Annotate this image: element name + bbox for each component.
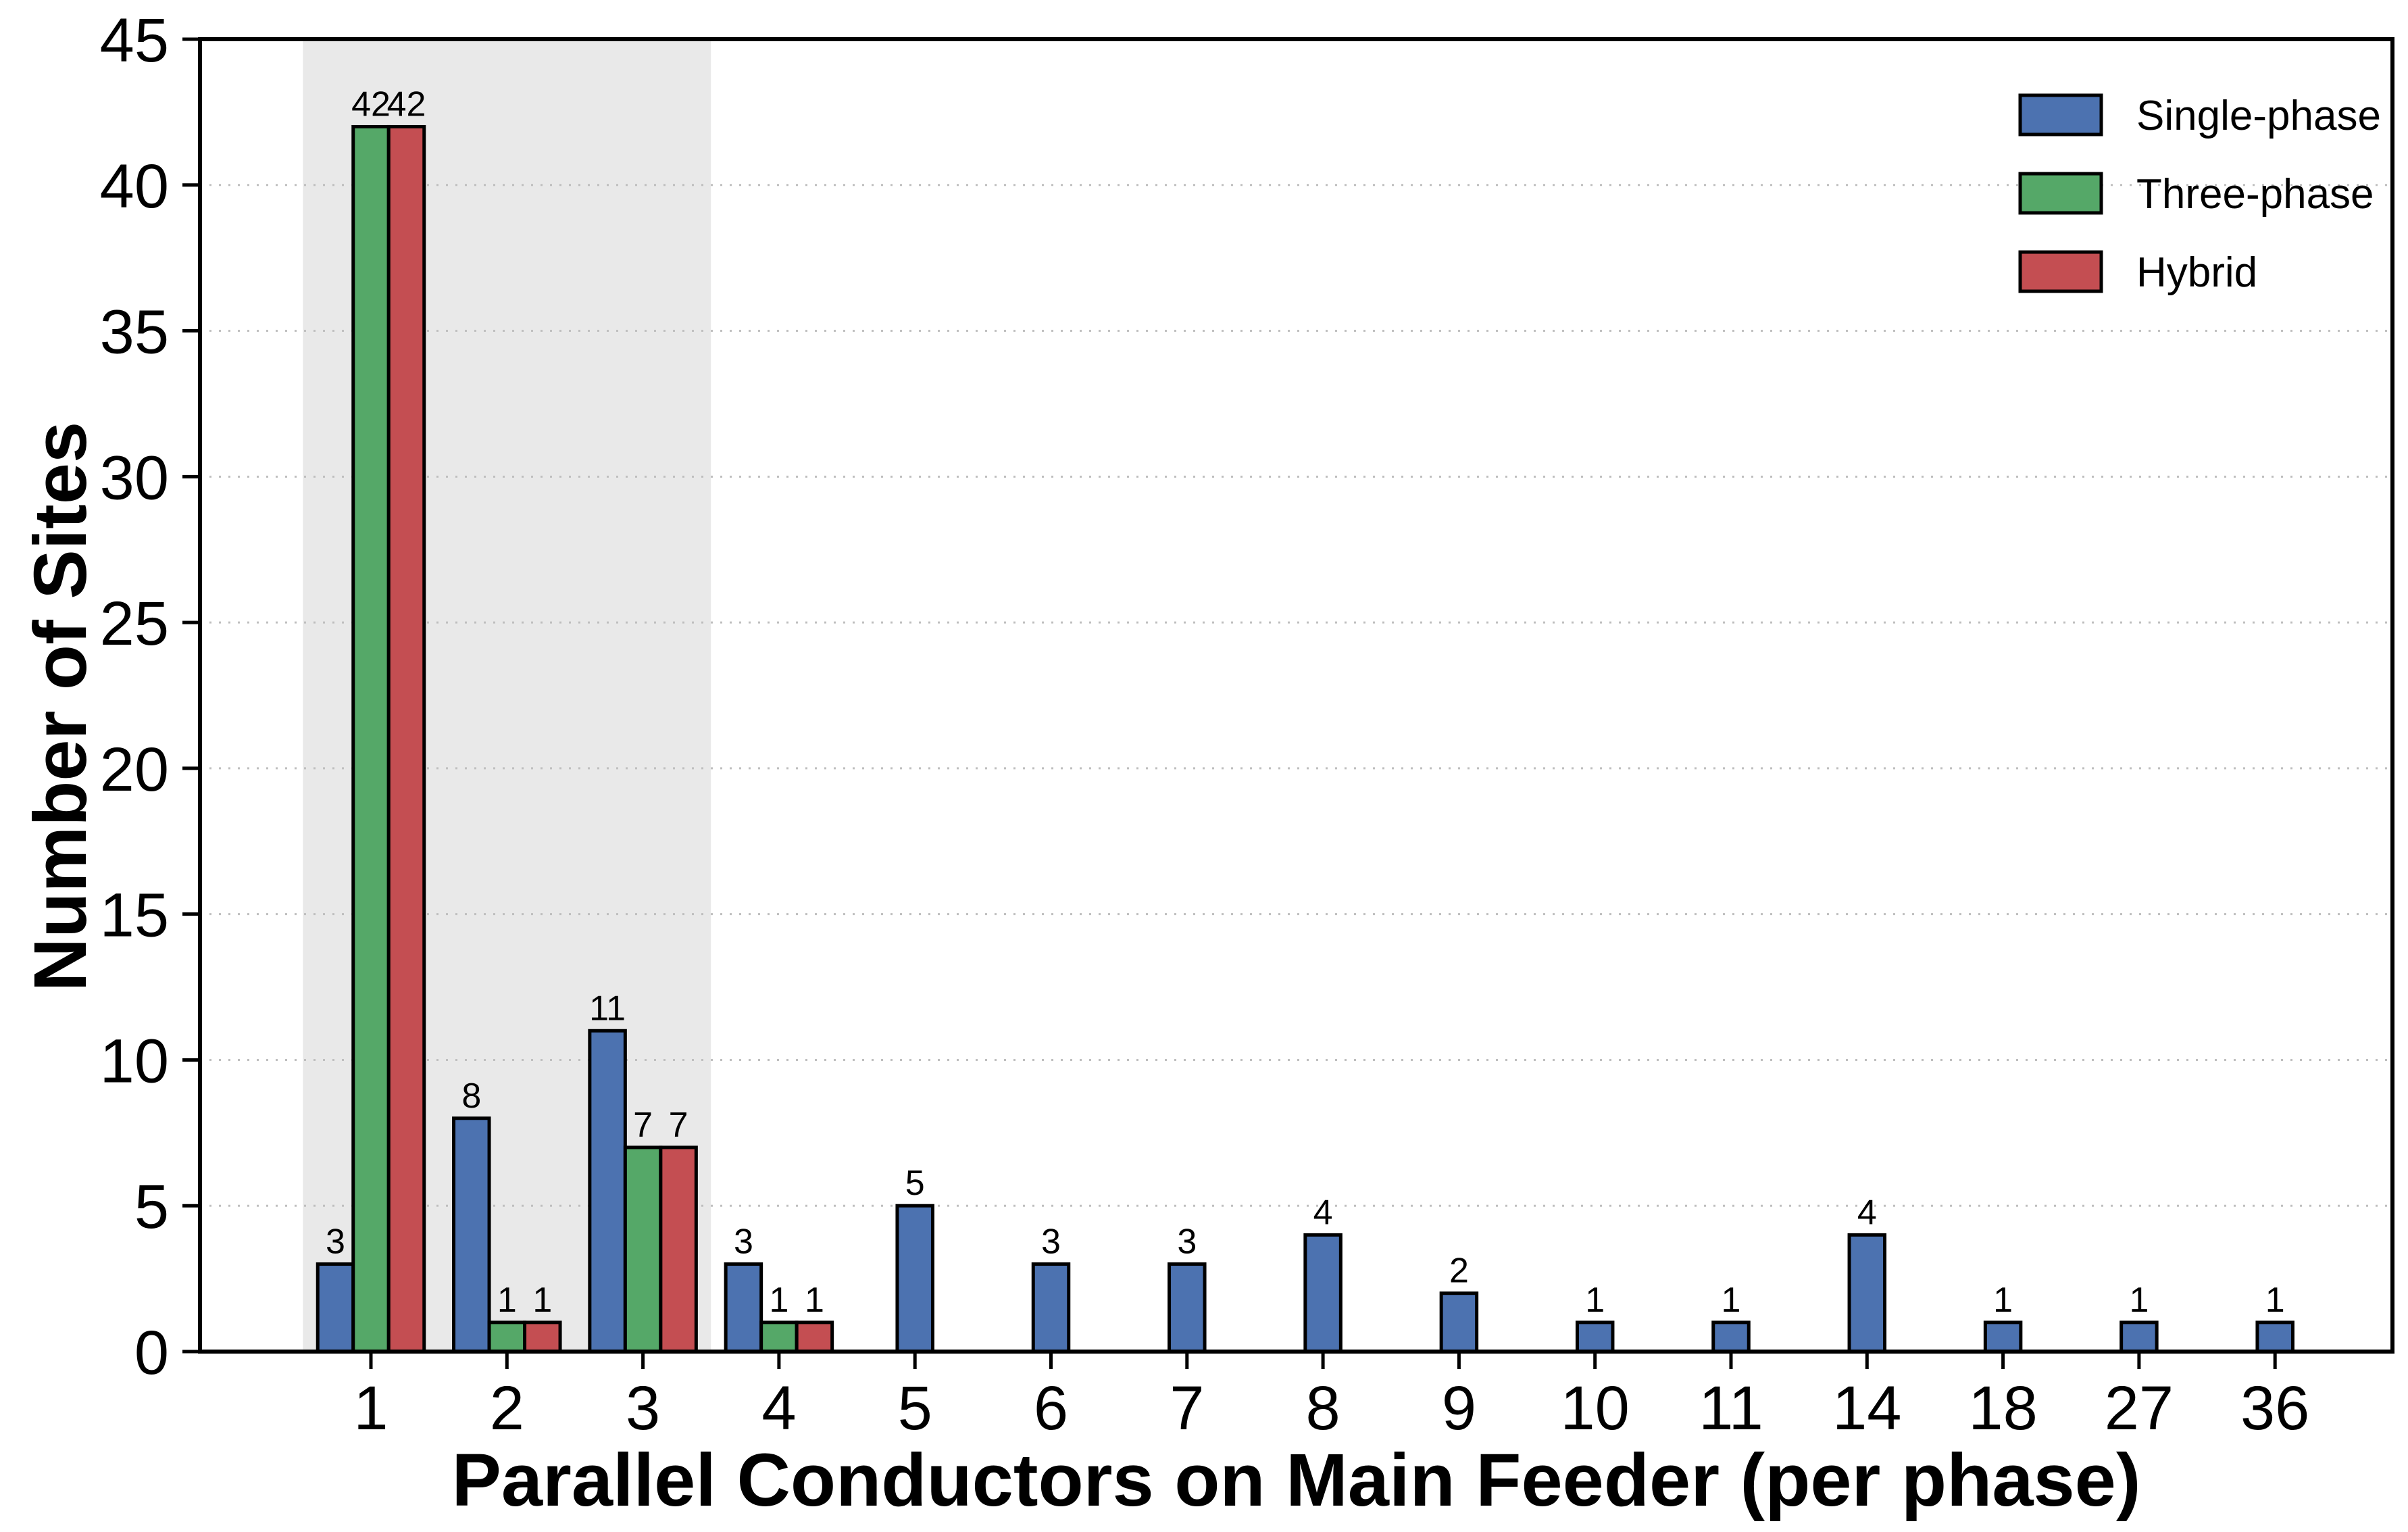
x-tick-label-1: 1	[353, 1374, 388, 1443]
bar-single-phase-x18	[1983, 1320, 2023, 1354]
bar-value-label: 3	[734, 1222, 753, 1262]
x-tick-label-10: 10	[1561, 1374, 1630, 1443]
y-axis-title-wrap: Number of Sites	[0, 0, 122, 1412]
y-tick-label-30: 30	[100, 443, 169, 512]
bar-single-phase-x10	[1575, 1320, 1615, 1354]
bar-value-label: 5	[905, 1164, 925, 1203]
legend-label-hybrid: Hybrid	[2136, 249, 2257, 296]
x-tick-label-14: 14	[1832, 1374, 1901, 1443]
bar-value-label: 7	[669, 1106, 688, 1145]
x-tick-label-18: 18	[1968, 1374, 2037, 1443]
bar-value-label: 4	[1313, 1193, 1333, 1232]
bar-value-label: 1	[1722, 1281, 1741, 1320]
bar-value-label: 3	[326, 1222, 345, 1262]
y-tick-label-25: 25	[100, 589, 169, 658]
x-axis-title: Parallel Conductors on Main Feeder (per …	[451, 1439, 2141, 1522]
bar-single-phase-x8	[1303, 1233, 1343, 1354]
bar-single-phase-x4	[724, 1262, 763, 1354]
bar-three-phase-x4	[759, 1320, 799, 1354]
x-tick-label-2: 2	[490, 1374, 524, 1443]
x-tick-label-8: 8	[1306, 1374, 1340, 1443]
bar-single-phase-x14	[1847, 1233, 1887, 1354]
bar-value-label: 3	[1041, 1222, 1061, 1262]
bar-value-label: 1	[532, 1281, 552, 1320]
x-tick-label-36: 36	[2240, 1374, 2309, 1443]
bar-value-label: 1	[2129, 1281, 2149, 1320]
y-tick-label-15: 15	[100, 881, 169, 950]
x-tick-label-5: 5	[898, 1374, 932, 1443]
bar-value-label: 1	[769, 1281, 788, 1320]
bar-single-phase-x7	[1168, 1262, 1207, 1354]
bar-value-label: 11	[589, 989, 626, 1028]
bar-single-phase-x36	[2255, 1320, 2294, 1354]
bar-value-label: 42	[351, 84, 391, 124]
bar-value-label: 42	[387, 84, 426, 124]
x-tick-label-3: 3	[626, 1374, 660, 1443]
bar-hybrid-x4	[795, 1320, 834, 1354]
bar-single-phase-x5	[895, 1204, 934, 1354]
plot-border	[198, 37, 2394, 1354]
bar-single-phase-x6	[1031, 1262, 1071, 1354]
bar-hybrid-x1	[386, 124, 426, 1354]
bar-single-phase-x27	[2119, 1320, 2159, 1354]
bar-single-phase-x3	[588, 1029, 627, 1354]
bar-single-phase-x11	[1711, 1320, 1751, 1354]
x-tick-label-9: 9	[1442, 1374, 1476, 1443]
bar-three-phase-x1	[351, 124, 391, 1354]
legend-swatch-single-phase	[2018, 93, 2103, 137]
bar-value-label: 7	[633, 1106, 653, 1145]
bar-value-label: 1	[497, 1281, 517, 1320]
bar-value-label: 3	[1177, 1222, 1197, 1262]
bar-hybrid-x3	[659, 1145, 698, 1354]
bar-hybrid-x2	[523, 1320, 562, 1354]
y-tick-label-40: 40	[100, 152, 169, 221]
legend-swatch-three-phase	[2018, 172, 2103, 215]
x-tick-label-7: 7	[1170, 1374, 1204, 1443]
x-tick-label-11: 11	[1699, 1374, 1763, 1443]
y-tick-label-0: 0	[134, 1318, 169, 1387]
bar-value-label: 1	[805, 1281, 824, 1320]
bar-single-phase-x1	[316, 1262, 355, 1354]
y-axis-title: Number of Sites	[19, 421, 103, 991]
x-tick-label-6: 6	[1034, 1374, 1068, 1443]
bar-value-label: 4	[1857, 1193, 1877, 1232]
bar-three-phase-x3	[623, 1145, 663, 1354]
y-tick-label-5: 5	[134, 1172, 169, 1241]
bar-value-label: 1	[1993, 1281, 2013, 1320]
bar-value-label: 8	[461, 1077, 481, 1116]
y-tick-label-45: 45	[100, 6, 169, 75]
bar-single-phase-x9	[1439, 1291, 1479, 1354]
bar-value-label: 1	[1585, 1281, 1605, 1320]
x-tick-label-27: 27	[2105, 1374, 2174, 1443]
legend-label-single-phase: Single-phase	[2136, 93, 2381, 139]
bar-value-label: 1	[2265, 1281, 2285, 1320]
bar-single-phase-x2	[452, 1116, 491, 1354]
y-tick-label-10: 10	[100, 1027, 169, 1095]
bar-three-phase-x2	[487, 1320, 527, 1354]
y-tick-label-35: 35	[100, 298, 169, 367]
legend-label-three-phase: Three-phase	[2136, 171, 2374, 218]
bar-value-label: 2	[1449, 1252, 1469, 1291]
y-tick-label-20: 20	[100, 735, 169, 804]
legend-swatch-hybrid	[2018, 250, 2103, 293]
x-tick-label-4: 4	[761, 1374, 796, 1443]
